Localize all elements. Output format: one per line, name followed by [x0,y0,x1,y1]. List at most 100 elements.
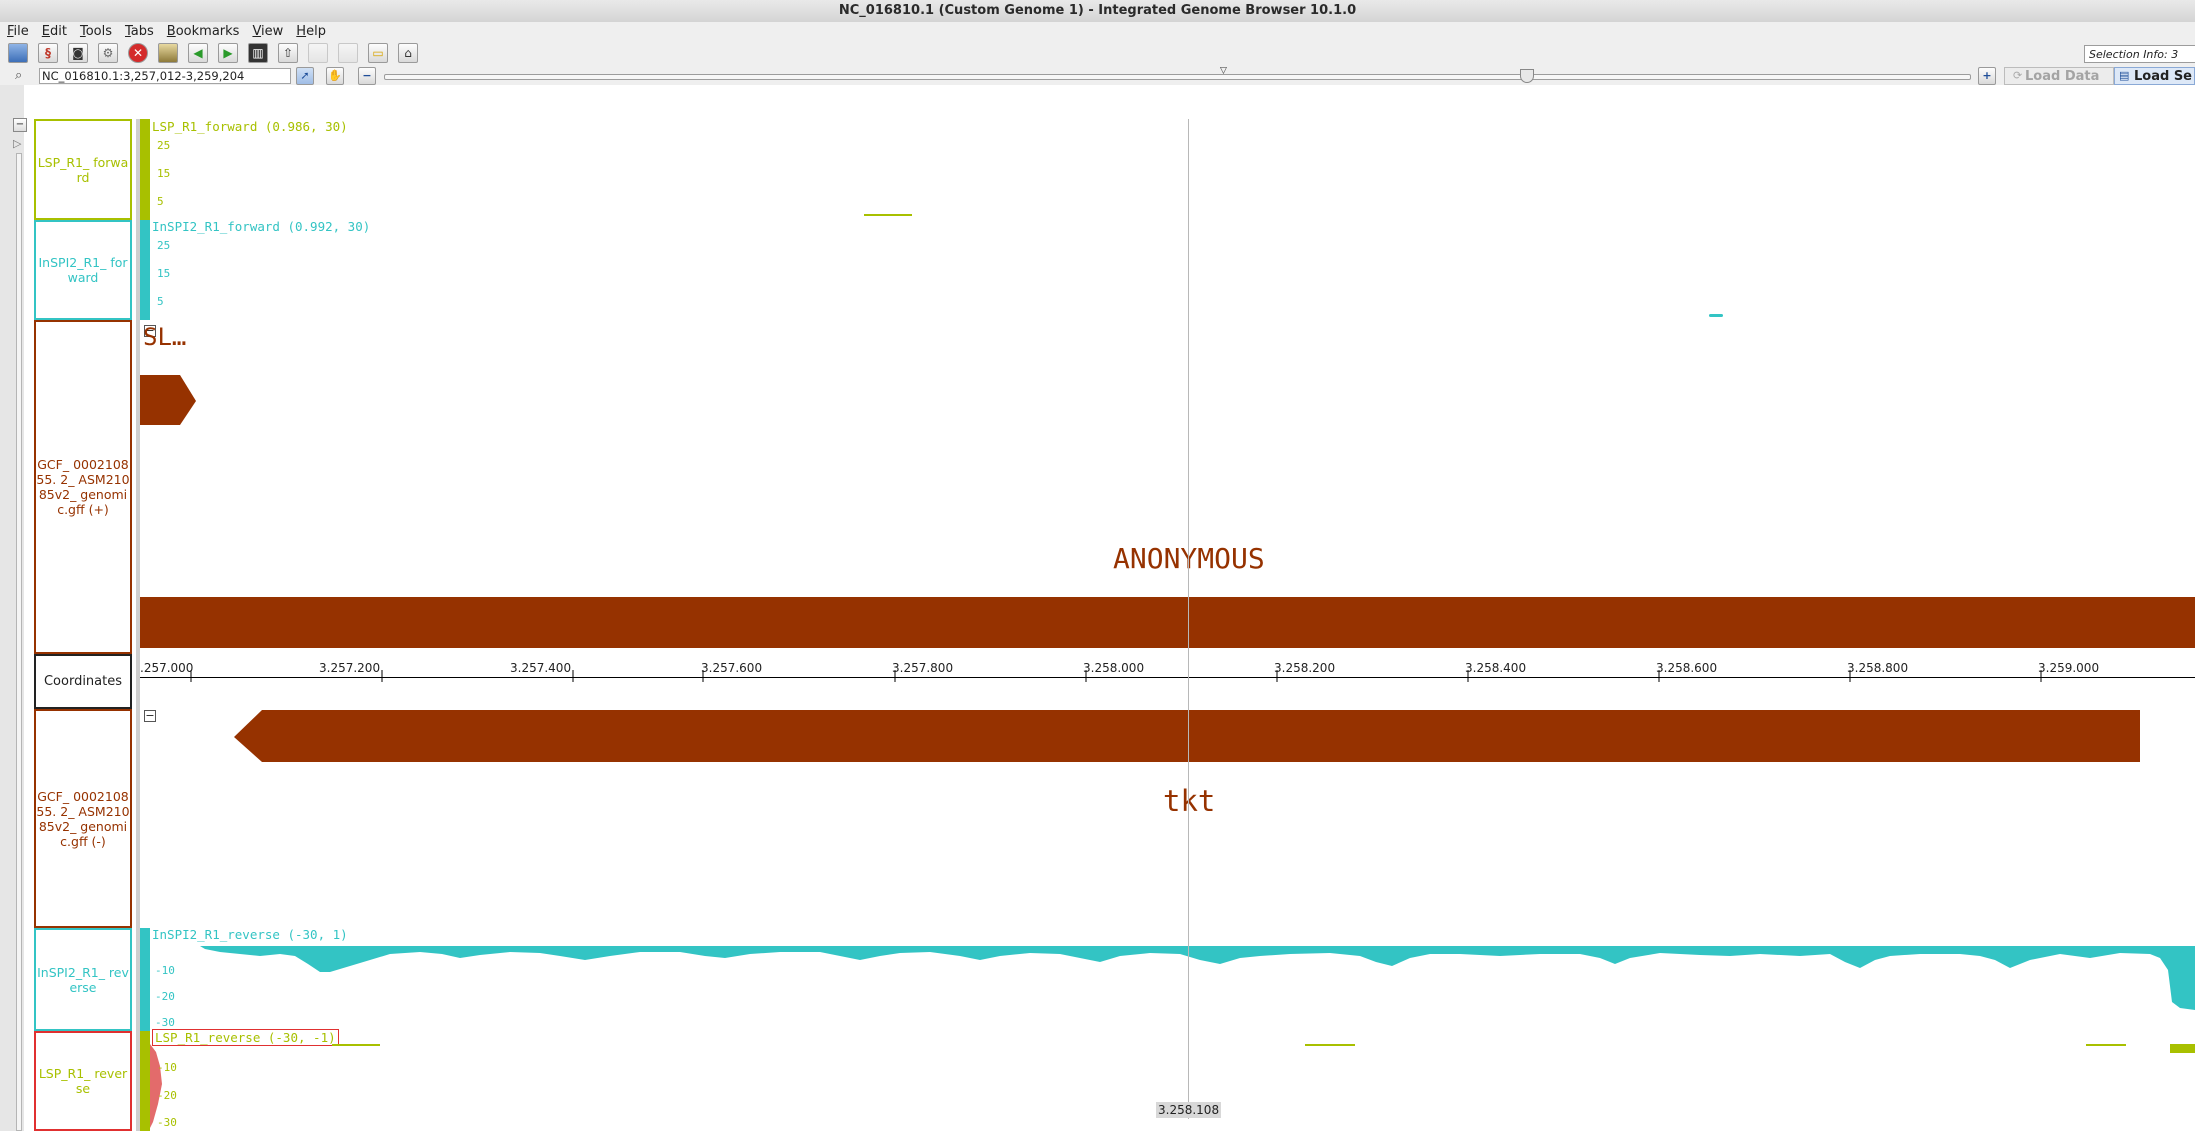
menu-tabs[interactable]: Tabs [125,24,154,39]
menu-file[interactable]: File [7,24,29,39]
back-arrow-icon[interactable]: ◀ [188,43,208,63]
coordinate-tick-label: 3.258.800 [1847,661,1909,675]
stop-icon[interactable]: ✕ [128,43,148,63]
forward-arrow-icon[interactable]: ▶ [218,43,238,63]
vertical-zoom-out-icon[interactable]: − [13,118,27,132]
navigation-bar: ⌕ NC_016810.1:3,257,012-3,259,204 ➚ ✋ − … [0,67,2195,85]
coordinate-tick-label: 3.258.200 [1274,661,1336,675]
blank-icon [338,43,358,63]
inspi2-forward-track-header: InSPI2_R1_forward (0.992, 30) [152,219,371,234]
script-icon[interactable] [158,43,178,63]
search-icon: ⌕ [15,68,23,83]
collapse-toggle[interactable]: − [144,324,156,337]
zoom-slider[interactable] [384,74,1971,80]
zoom-slider-thumb[interactable] [1520,69,1534,83]
coordinate-ruler-ticks [190,670,2042,682]
track-label-lsp-reverse[interactable]: LSP_R1_ reverse [34,1031,132,1131]
track-label-gff-plus[interactable]: GCF_ 000210855. 2_ ASM21085v2_ genomic.g… [34,320,132,654]
lsp-reverse-tick: -30 [157,1116,177,1129]
load-data-label: Load Data [2025,69,2100,84]
label-splitter[interactable] [136,119,140,1131]
coordinate-tick-label: 3.259.000 [2038,661,2100,675]
collapse-toggle[interactable]: − [144,709,156,722]
menu-help[interactable]: Help [296,24,326,39]
home-icon[interactable]: ⌂ [398,43,418,63]
lsp-forward-tick: 5 [157,195,164,208]
lsp-forward-axis-bar [140,119,150,220]
coordinate-ruler-line [140,677,2195,678]
feature-label-tkt: tkt [1163,784,1216,818]
lsp-reverse-axis-bar [140,1031,150,1131]
window-title: NC_016810.1 (Custom Genome 1) - Integrat… [0,0,2195,23]
inspi2-forward-signal [1709,314,1723,317]
coordinate-tick-label: 3.258.400 [1465,661,1527,675]
inspi2-reverse-tick: -10 [155,964,175,977]
coordinate-tick-label: 3.257.400 [510,661,572,675]
lsp-reverse-tick: -20 [157,1089,177,1102]
toolbar: § ◙ ⚙ ✕ ◀ ▶ ▥ ⇧ ▭ ⌂ Selection Info: 3 [0,41,2195,68]
feature-arrow-sl[interactable] [140,375,200,427]
location-input[interactable]: NC_016810.1:3,257,012-3,259,204 [39,68,291,84]
inspi2-reverse-axis-bar [140,928,150,1031]
load-sequence-label: Load Se [2134,69,2192,84]
zoom-in-icon[interactable]: + [1978,67,1996,85]
lsp-reverse-signal [332,1044,380,1046]
zoom-out-icon[interactable]: − [358,67,376,85]
left-scroll-strip: − ▷ [0,85,27,1131]
coordinate-tick-label: 3.257.600 [701,661,763,675]
load-sequence-button[interactable]: ▤ Load Se [2114,67,2195,85]
camera-icon[interactable]: ◙ [68,43,88,63]
upload-icon[interactable]: ⇧ [278,43,298,63]
track-label-lsp-forward[interactable]: LSP_R1_ forward [34,119,132,220]
feature-label-sl: SL… [143,323,187,351]
lsp-reverse-tick: -10 [157,1061,177,1074]
inspi2-forward-tick: 25 [157,239,171,252]
menu-view[interactable]: View [252,24,284,39]
load-data-button[interactable]: ⟳ Load Data [2004,67,2114,85]
lsp-reverse-track-header: LSP_R1_reverse (-30, -1) [152,1029,339,1046]
vertical-zoom-thumb-icon[interactable]: ▷ [13,137,22,150]
track-label-gff-minus[interactable]: GCF_ 000210855. 2_ ASM21085v2_ genomic.g… [34,709,132,928]
lsp-forward-signal [864,214,912,216]
coordinate-tick-label: .257.000 [140,661,194,675]
select-arrow-icon[interactable]: ➚ [296,67,314,85]
selection-info-field[interactable]: Selection Info: 3 [2084,45,2195,63]
menu-tools[interactable]: Tools [79,24,112,39]
coordinate-tick-label: 3.257.800 [892,661,954,675]
filmstrip-icon[interactable]: ▥ [248,43,268,63]
track-label-inspi2-forward[interactable]: InSPI2_R1_ forward [34,220,132,320]
inspi2-reverse-track-header: InSPI2_R1_reverse (-30, 1) [152,927,348,942]
lsp-forward-track-header: LSP_R1_forward (0.986, 30) [152,119,348,134]
menu-bookmarks[interactable]: Bookmarks [166,24,240,39]
inspi2-forward-tick: 15 [157,267,171,280]
track-label-inspi2-reverse[interactable]: InSPI2_R1_ reverse [34,928,132,1031]
blank-icon [308,43,328,63]
open-file-icon[interactable] [8,43,28,63]
coordinate-tick-label: 3.258.000 [1083,661,1145,675]
lsp-reverse-axis-gradient [150,1044,162,1128]
menu-bar: File Edit Tools Tabs Bookmarks View Help [0,22,2195,41]
inspi2-forward-tick: 5 [157,295,164,308]
feature-bar-anonymous[interactable] [140,597,2195,648]
speech-bubble-icon[interactable]: ▭ [368,43,388,63]
coordinate-tick-label: 3.257.200 [319,661,381,675]
vertical-zoom-track[interactable] [16,153,22,1131]
track-label-coordinates[interactable]: Coordinates [34,654,132,709]
cursor-position-label: 3.258.108 [1156,1102,1222,1118]
lsp-forward-tick: 25 [157,139,171,152]
sequence-icon: ▤ [2119,69,2130,82]
hand-pan-icon[interactable]: ✋ [326,67,344,85]
coordinate-tick-label: 3.258.600 [1656,661,1718,675]
lsp-reverse-signal [1305,1044,1355,1046]
zoom-marker-icon[interactable]: ▽ [1220,66,1227,76]
menu-edit[interactable]: Edit [41,24,67,39]
dna-helix-icon[interactable]: § [38,43,58,63]
refresh-icon: ⟳ [2013,69,2023,82]
inspi2-reverse-tick: -30 [155,1016,175,1029]
feature-arrow-tkt[interactable] [234,710,2144,764]
cursor-line [1188,119,1189,1119]
lsp-reverse-signal [2170,1044,2195,1053]
settings-gear-icon[interactable]: ⚙ [98,43,118,63]
lsp-reverse-signal [2086,1044,2126,1046]
lsp-forward-tick: 15 [157,167,171,180]
